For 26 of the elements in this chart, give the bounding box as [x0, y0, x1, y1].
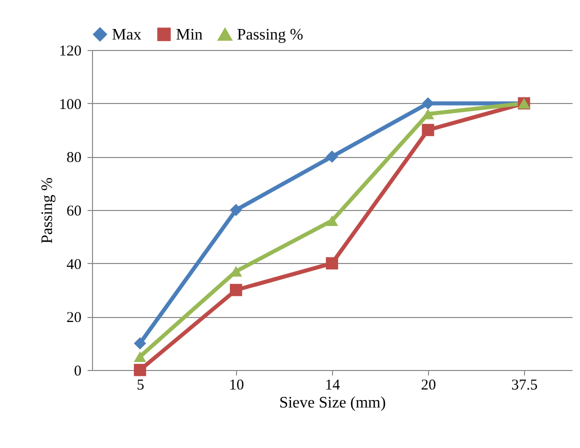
y-tick-label: 100	[59, 96, 82, 113]
y-tick-label: 60	[66, 204, 82, 220]
legend-label: Min	[176, 26, 203, 44]
y-tick-label: 20	[66, 310, 82, 326]
point	[326, 215, 338, 226]
y-tick-label: 120	[59, 44, 82, 60]
y-tick-label: 40	[66, 256, 82, 273]
y-axis-title: Passing %	[39, 177, 56, 244]
y-tick-label: 0	[74, 364, 82, 380]
point	[230, 204, 242, 216]
legend-label: Passing %	[237, 26, 304, 44]
point	[134, 351, 146, 362]
x-tick-label: 5	[136, 378, 144, 394]
point	[134, 364, 146, 376]
point	[422, 124, 434, 136]
x-tick-label: 20	[421, 378, 436, 394]
x-tick-label: 10	[229, 378, 244, 394]
x-tick-label: 37.5	[511, 378, 538, 394]
point	[134, 337, 146, 350]
legend-label: Max	[112, 26, 142, 44]
y-tick-label: 80	[66, 150, 82, 166]
x-tick-label: 14	[325, 378, 340, 394]
point	[326, 150, 338, 163]
point	[326, 257, 338, 270]
x-axis-title: Sieve Size (mm)	[279, 394, 386, 412]
point	[230, 284, 242, 296]
